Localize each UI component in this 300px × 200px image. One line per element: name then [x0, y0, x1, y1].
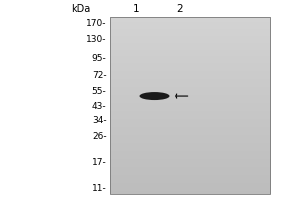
Text: 17-: 17-	[92, 158, 106, 167]
Text: 1: 1	[133, 4, 140, 14]
Text: 130-: 130-	[86, 35, 106, 44]
Text: 170-: 170-	[86, 19, 106, 28]
Text: 2: 2	[177, 4, 183, 14]
Text: 34-: 34-	[92, 116, 106, 125]
Text: 43-: 43-	[92, 102, 106, 111]
Text: 11-: 11-	[92, 184, 106, 193]
Ellipse shape	[140, 92, 169, 100]
Bar	[110, 17, 270, 194]
Text: 55-: 55-	[92, 87, 106, 96]
Text: 26-: 26-	[92, 132, 106, 141]
Text: kDa: kDa	[71, 4, 90, 14]
Text: 72-: 72-	[92, 71, 106, 80]
Text: 95-: 95-	[92, 54, 106, 63]
